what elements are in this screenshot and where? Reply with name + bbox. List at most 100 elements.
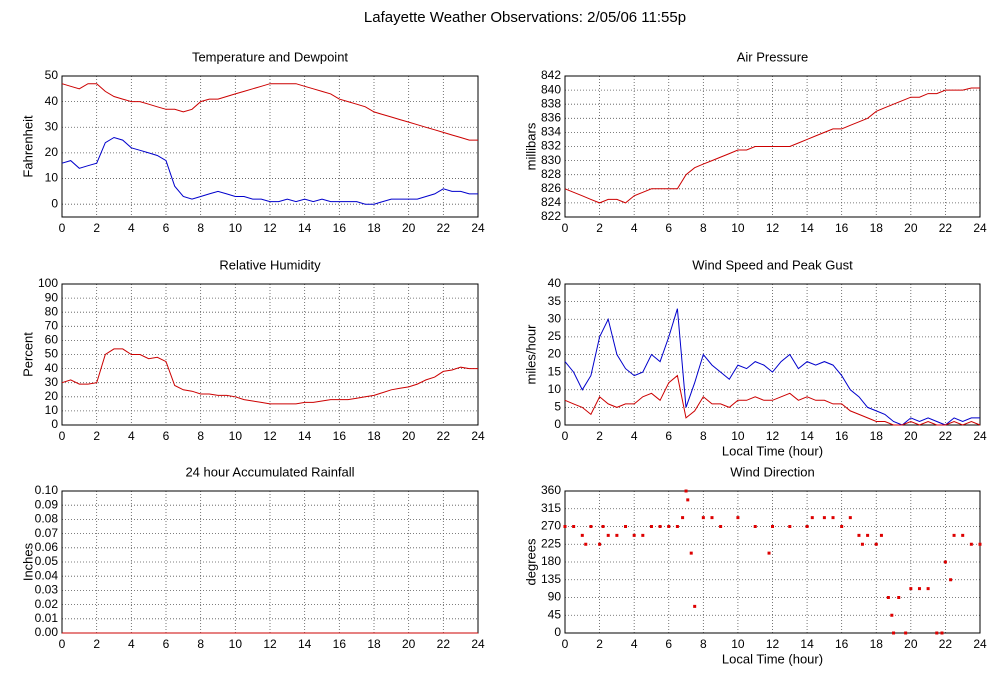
- x-tick-label: 14: [800, 637, 814, 651]
- y-tick-label: 822: [541, 209, 561, 223]
- data-point: [978, 542, 982, 546]
- x-tick-label: 2: [596, 221, 603, 235]
- y-tick-label: 0: [51, 196, 58, 210]
- data-point: [943, 560, 947, 564]
- y-tick-label: 135: [541, 572, 561, 586]
- chart-panel: Temperature and DewpointFahrenheit010203…: [20, 49, 485, 235]
- chart-title: Air Pressure: [737, 49, 809, 64]
- y-tick-label: 832: [541, 139, 561, 153]
- x-tick-label: 8: [197, 221, 204, 235]
- y-tick-label: 40: [548, 276, 562, 290]
- x-tick-label: 2: [596, 637, 603, 651]
- x-tick-label: 6: [163, 429, 170, 443]
- x-tick-label: 10: [229, 429, 243, 443]
- y-tick-label: 90: [548, 590, 562, 604]
- x-tick-label: 24: [471, 637, 485, 651]
- x-tick-label: 22: [437, 221, 451, 235]
- data-point: [822, 516, 826, 520]
- x-axis-label: Local Time (hour): [722, 443, 823, 458]
- data-point: [572, 525, 576, 528]
- plot-frame: [61, 283, 479, 426]
- x-tick-label: 8: [700, 429, 707, 443]
- x-tick-label: 8: [197, 637, 204, 651]
- y-tick-label: 0: [51, 417, 58, 431]
- data-point: [917, 587, 921, 591]
- x-tick-label: 20: [904, 429, 918, 443]
- data-line: [564, 374, 981, 426]
- x-tick-label: 18: [870, 637, 884, 651]
- data-point: [615, 533, 619, 537]
- data-point: [753, 525, 757, 528]
- x-tick-label: 12: [263, 429, 277, 443]
- y-axis-label: miles/hour: [523, 324, 538, 385]
- y-tick-label: 70: [45, 318, 59, 332]
- x-tick-label: 18: [870, 429, 884, 443]
- x-tick-label: 24: [973, 429, 987, 443]
- y-axis-label: Inches: [20, 542, 35, 581]
- y-tick-label: 10: [45, 171, 59, 185]
- x-tick-label: 2: [93, 221, 100, 235]
- y-tick-label: 842: [541, 68, 561, 82]
- y-tick-label: 0: [554, 417, 561, 431]
- data-point: [909, 587, 913, 591]
- x-tick-label: 10: [731, 221, 745, 235]
- chart-panel: 24 hour Accumulated RainfallInches0.000.…: [20, 464, 485, 651]
- x-tick-label: 18: [367, 429, 381, 443]
- y-tick-label: 30: [45, 375, 59, 389]
- y-tick-label: 100: [38, 276, 58, 290]
- y-tick-label: 840: [541, 82, 561, 96]
- data-point: [719, 525, 723, 528]
- data-point: [589, 525, 593, 528]
- x-tick-label: 22: [437, 429, 451, 443]
- x-tick-label: 18: [367, 637, 381, 651]
- x-tick-label: 18: [870, 221, 884, 235]
- x-tick-label: 22: [939, 429, 953, 443]
- x-tick-label: 6: [665, 637, 672, 651]
- y-tick-label: 360: [541, 483, 561, 497]
- y-tick-label: 0.04: [35, 568, 59, 582]
- data-point: [897, 596, 901, 599]
- x-tick-label: 0: [562, 221, 569, 235]
- data-line: [61, 83, 478, 141]
- data-point: [886, 596, 890, 599]
- chart-panel: Air Pressuremillibars8228248268288308328…: [523, 49, 987, 235]
- x-tick-label: 2: [93, 429, 100, 443]
- x-tick-label: 0: [59, 429, 66, 443]
- y-tick-label: 35: [548, 294, 562, 308]
- x-tick-label: 4: [128, 221, 135, 235]
- x-tick-label: 14: [298, 429, 312, 443]
- y-tick-label: 0.08: [35, 512, 59, 526]
- y-tick-label: 834: [541, 125, 561, 139]
- data-point: [940, 631, 944, 635]
- y-tick-label: 315: [541, 501, 561, 515]
- y-tick-label: 20: [45, 389, 59, 403]
- data-point: [649, 525, 653, 528]
- data-point: [890, 613, 894, 617]
- x-tick-label: 0: [562, 637, 569, 651]
- data-point: [949, 578, 953, 582]
- data-line: [564, 87, 980, 204]
- x-tick-label: 2: [596, 429, 603, 443]
- data-point: [681, 516, 685, 520]
- data-point: [767, 551, 771, 555]
- x-tick-label: 24: [471, 221, 485, 235]
- x-tick-label: 16: [333, 221, 347, 235]
- y-tick-label: 180: [541, 554, 561, 568]
- data-point: [563, 525, 567, 528]
- data-point: [860, 542, 864, 546]
- data-line: [61, 348, 478, 405]
- data-point: [693, 604, 697, 608]
- data-point: [632, 533, 636, 537]
- chart-panel: Wind Speed and Peak Gust miles/hour Local …: [523, 257, 987, 458]
- y-tick-label: 836: [541, 110, 561, 124]
- y-tick-label: 824: [541, 195, 561, 209]
- x-axis-label: Local Time (hour): [722, 651, 823, 666]
- x-tick-label: 24: [973, 221, 987, 235]
- data-point: [624, 525, 628, 528]
- data-point: [926, 587, 930, 591]
- plot-frame: [564, 283, 981, 426]
- x-tick-label: 14: [298, 221, 312, 235]
- data-point: [601, 525, 605, 528]
- chart-panel: Wind Direction degrees Local Time (hour) 0 4…: [523, 464, 987, 666]
